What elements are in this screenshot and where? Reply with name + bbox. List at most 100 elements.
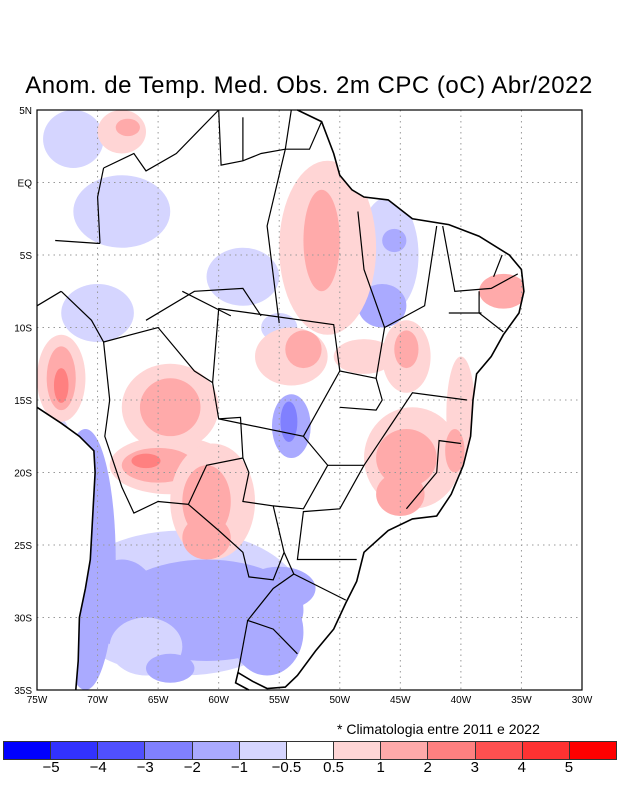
colorbar-label: −1 [230, 759, 248, 776]
colorbar-swatch [475, 742, 523, 759]
colorbar-label: −0.5 [271, 759, 302, 776]
anomaly-patch [394, 330, 419, 369]
anomaly-patch [139, 378, 201, 437]
anomaly-patch [206, 247, 280, 306]
border-line [182, 290, 232, 317]
lon-label: 70W [87, 695, 108, 706]
colorbar-swatch [334, 742, 382, 759]
lat-label: 10S [14, 324, 32, 335]
anomaly-map: 75W 70W 65W 60W 55W 50W 45W 40W 35W 30W 5N EQ 5S 10S 1… [14, 106, 593, 706]
lon-label: 55W [269, 695, 290, 706]
anomaly-patch [303, 189, 340, 292]
anomaly-patch [445, 429, 465, 473]
colorbar-label: −4 [89, 759, 107, 776]
colorbar-swatch [98, 742, 146, 759]
colorbar-swatch [239, 742, 287, 759]
lon-label: 30W [572, 695, 593, 706]
border-line [188, 503, 285, 581]
anomaly-patch [382, 228, 407, 253]
colorbar-swatch [286, 742, 335, 759]
lon-label: 35W [511, 695, 532, 706]
anomaly-patch [466, 487, 504, 516]
border-line [302, 370, 341, 437]
anomaly-patch [285, 330, 322, 369]
colorbar-label: 0.5 [323, 759, 344, 776]
lat-label: 25S [14, 541, 32, 552]
lon-label: 45W [390, 695, 411, 706]
border-line [36, 290, 62, 307]
anomaly-patch [115, 118, 140, 137]
anomaly-patch [131, 453, 161, 469]
anomaly-patch [146, 653, 195, 683]
lat-label: 20S [14, 469, 32, 480]
lon-label: 65W [148, 695, 169, 706]
colorbar-label: 2 [423, 759, 432, 776]
border-line [284, 109, 292, 150]
borders [36, 109, 519, 673]
border-line [218, 109, 323, 166]
lat-label: 30S [14, 614, 32, 625]
coastline [36, 109, 525, 691]
border-line [327, 392, 467, 466]
colorbar-swatch [428, 742, 476, 759]
anomaly-patch [73, 175, 171, 248]
anomaly-patch [376, 429, 437, 487]
lat-label: 5N [19, 106, 32, 117]
colorbar-label: −3 [136, 759, 154, 776]
border-line [493, 254, 503, 278]
colorbar-label: 1 [376, 759, 385, 776]
lon-label: 40W [451, 695, 472, 706]
border-line [55, 239, 100, 244]
border-line [60, 290, 298, 655]
colorbar-swatch [4, 742, 52, 759]
border-line [96, 167, 105, 244]
lon-label: 60W [208, 695, 229, 706]
anomaly-patch [182, 516, 231, 560]
anomaly-patch [333, 339, 395, 374]
anomaly-patch [53, 368, 69, 403]
border-line [339, 378, 383, 411]
axis-labels: 75W 70W 65W 60W 55W 50W 45W 40W 35W 30W 5N EQ 5S 10S 1… [14, 106, 593, 706]
colorbar-swatch [192, 742, 240, 759]
border-line [145, 287, 262, 321]
anomaly-patch [376, 472, 425, 516]
anomaly-patch [55, 429, 116, 690]
colorbar-label: 4 [517, 759, 527, 776]
colorbar-label: −2 [183, 759, 201, 776]
border-line [237, 620, 249, 673]
anomaly-patch [280, 401, 298, 443]
colorbar-swatch [51, 742, 99, 759]
border-line [103, 109, 220, 172]
colorbar-swatch [381, 742, 429, 759]
anomaly-patch [479, 273, 524, 309]
border-line [405, 439, 461, 510]
border-line [293, 573, 347, 601]
lon-label: 75W [27, 695, 48, 706]
colorbar-swatch [569, 742, 617, 759]
colorbar-label: 3 [470, 759, 479, 776]
border-line [384, 225, 438, 329]
lon-label: 50W [329, 695, 350, 706]
colorbar-label: −5 [42, 759, 60, 776]
border-line [266, 149, 286, 324]
climatology-note: * Climatologia entre 2011 e 2022 [337, 721, 540, 737]
border-line [442, 225, 519, 292]
map-title: Anom. de Temp. Med. Obs. 2m CPC (oC) Abr… [25, 72, 593, 99]
colorbar-label: 5 [564, 759, 574, 776]
colorbar-swatch [145, 742, 193, 759]
colorbar-swatch [522, 742, 570, 759]
lat-label: 15S [14, 396, 32, 407]
anomaly-fields [37, 110, 524, 690]
lat-label: EQ [18, 179, 33, 190]
anomaly-patch [357, 284, 407, 328]
anomaly-patch [230, 588, 304, 676]
anomaly-patch [61, 284, 134, 342]
lat-label: 35S [14, 686, 32, 697]
map-frame [36, 109, 583, 691]
border-line [103, 341, 244, 514]
colorbar [3, 741, 617, 760]
border-line [212, 211, 386, 383]
border-line [296, 465, 365, 561]
lat-label: 5S [20, 251, 33, 262]
anomaly-patch [43, 110, 104, 168]
